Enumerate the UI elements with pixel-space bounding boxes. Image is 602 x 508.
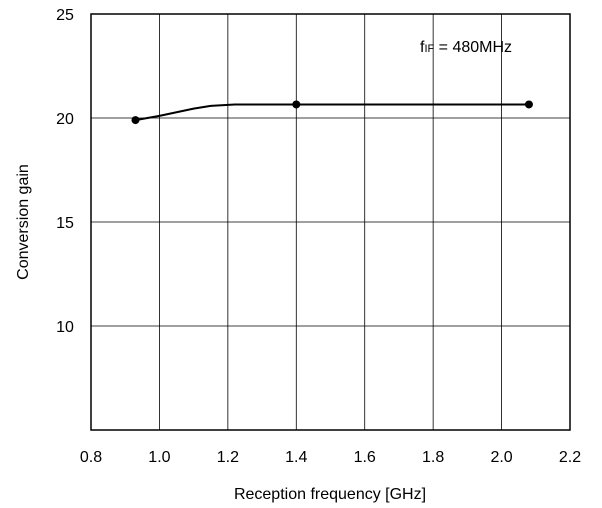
annotation-sub: IF	[424, 43, 434, 55]
y-axis-label: Conversion gain	[15, 164, 32, 280]
y-tick-label: 25	[56, 7, 74, 24]
x-tick-label: 2.2	[559, 449, 581, 466]
data-point-marker	[524, 100, 533, 109]
annotation-main: f	[420, 39, 425, 56]
data-point-marker	[292, 100, 301, 109]
y-tick-label: 15	[56, 215, 74, 232]
x-tick-labels: 0.8 1.0 1.2 1.4 1.6 1.8 2.0 2.2	[80, 449, 581, 466]
series-markers	[131, 100, 533, 125]
y-tick-label: 20	[56, 111, 74, 128]
annotation-rest: = 480MHz	[434, 39, 512, 56]
annotation-fif: fIF = 480MHz	[420, 39, 512, 56]
grid-lines	[91, 14, 570, 430]
x-tick-label: 1.6	[354, 449, 376, 466]
x-tick-label: 0.8	[80, 449, 102, 466]
data-point-marker	[131, 116, 140, 125]
x-tick-label: 1.8	[422, 449, 444, 466]
plot-frame	[90, 13, 571, 431]
x-axis-label: Reception frequency [GHz]	[234, 486, 426, 503]
x-tick-label: 1.2	[217, 449, 239, 466]
x-tick-label: 1.4	[285, 449, 307, 466]
y-tick-labels: 10 15 20 25	[56, 7, 74, 336]
y-tick-label: 10	[56, 319, 74, 336]
x-tick-label: 1.0	[148, 449, 170, 466]
x-tick-label: 2.0	[490, 449, 512, 466]
